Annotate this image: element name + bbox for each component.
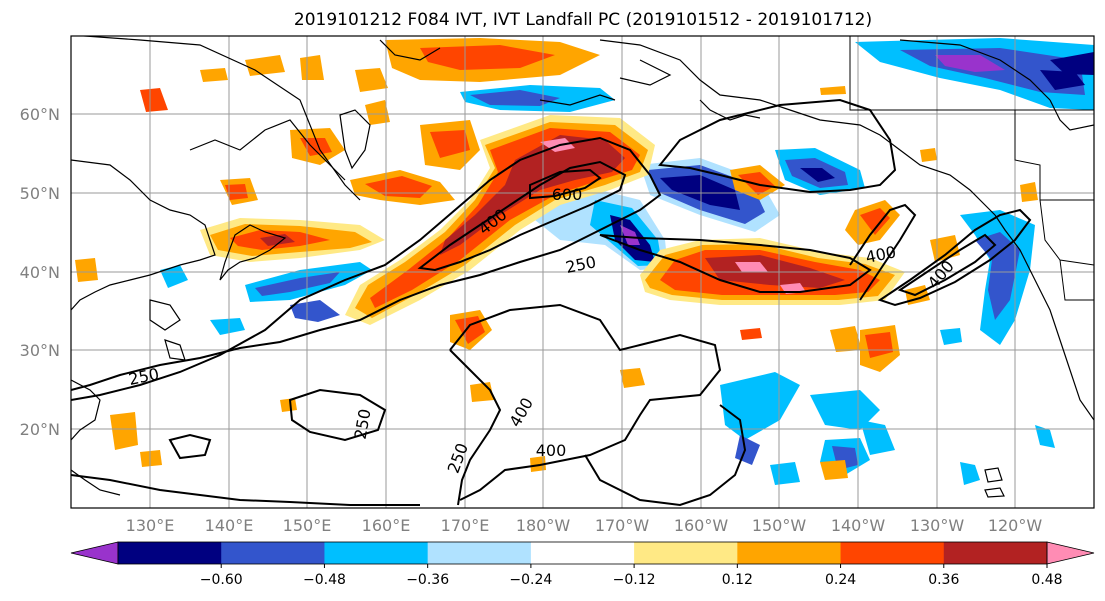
lon-label: 150°E xyxy=(283,516,332,535)
lon-label: 150°W xyxy=(752,516,807,535)
colorbar-tick-label: −0.60 xyxy=(200,572,243,588)
colorbar-tick-label: 0.48 xyxy=(1031,572,1062,588)
colorbar-tick-label: 0.24 xyxy=(825,572,856,588)
lon-label: 170°E xyxy=(441,516,490,535)
colorbar-swatch xyxy=(737,542,842,564)
lon-label: 140°W xyxy=(831,516,886,535)
colorbar-swatch xyxy=(943,542,1048,564)
longitude-labels: 130°E 140°E 150°E 160°E 170°E 180°W 170°… xyxy=(126,516,1043,535)
lat-label: 40°N xyxy=(20,263,60,282)
colorbar: −0.60 −0.48 −0.36 −0.24 −0.12 0.12 0.24 0.36 0.4… xyxy=(70,541,1095,588)
contour-label: 600 xyxy=(552,185,583,204)
lat-label: 20°N xyxy=(20,420,60,439)
colorbar-tick-label: −0.12 xyxy=(613,572,656,588)
contour-label: 400 xyxy=(536,441,567,460)
lon-label: 130°E xyxy=(126,516,175,535)
map-panel: 600 400 250 400 400 250 250 400 400 250 xyxy=(71,36,1094,508)
lat-label: 30°N xyxy=(20,341,60,360)
lon-label: 160°E xyxy=(362,516,411,535)
colorbar-swatch xyxy=(840,542,945,564)
colorbar-extend-high xyxy=(1046,541,1095,565)
lon-label: 170°W xyxy=(595,516,650,535)
colorbar-tick-label: 0.36 xyxy=(928,572,959,588)
lat-label: 60°N xyxy=(20,105,60,124)
lat-label: 50°N xyxy=(20,184,60,203)
lon-label: 140°E xyxy=(205,516,254,535)
colorbar-tick-label: −0.48 xyxy=(303,572,346,588)
coastlines xyxy=(71,36,1094,498)
ivt-contours xyxy=(71,98,1032,507)
colorbar-swatch xyxy=(427,542,532,564)
colorbar-extend-low xyxy=(70,541,119,565)
latitude-labels: 60°N 50°N 40°N 30°N 20°N xyxy=(20,105,60,439)
colorbar-swatch xyxy=(118,542,222,564)
figure-title: 2019101212 F084 IVT, IVT Landfall PC (20… xyxy=(294,10,872,30)
lon-label: 120°W xyxy=(988,516,1043,535)
colorbar-swatch xyxy=(221,542,325,564)
lon-label: 130°W xyxy=(910,516,965,535)
colorbar-tick-label: 0.12 xyxy=(722,572,753,588)
colorbar-swatch xyxy=(634,542,738,564)
lon-label: 180°W xyxy=(516,516,571,535)
political-borders xyxy=(849,36,1094,301)
colorbar-swatch xyxy=(530,542,635,564)
colorbar-frame xyxy=(117,541,1048,565)
colorbar-tick-label: −0.36 xyxy=(406,572,449,588)
map-frame xyxy=(70,35,1095,509)
lon-label: 160°W xyxy=(674,516,729,535)
colorbar-swatch xyxy=(324,542,429,564)
colorbar-tick-label: −0.24 xyxy=(509,572,552,588)
